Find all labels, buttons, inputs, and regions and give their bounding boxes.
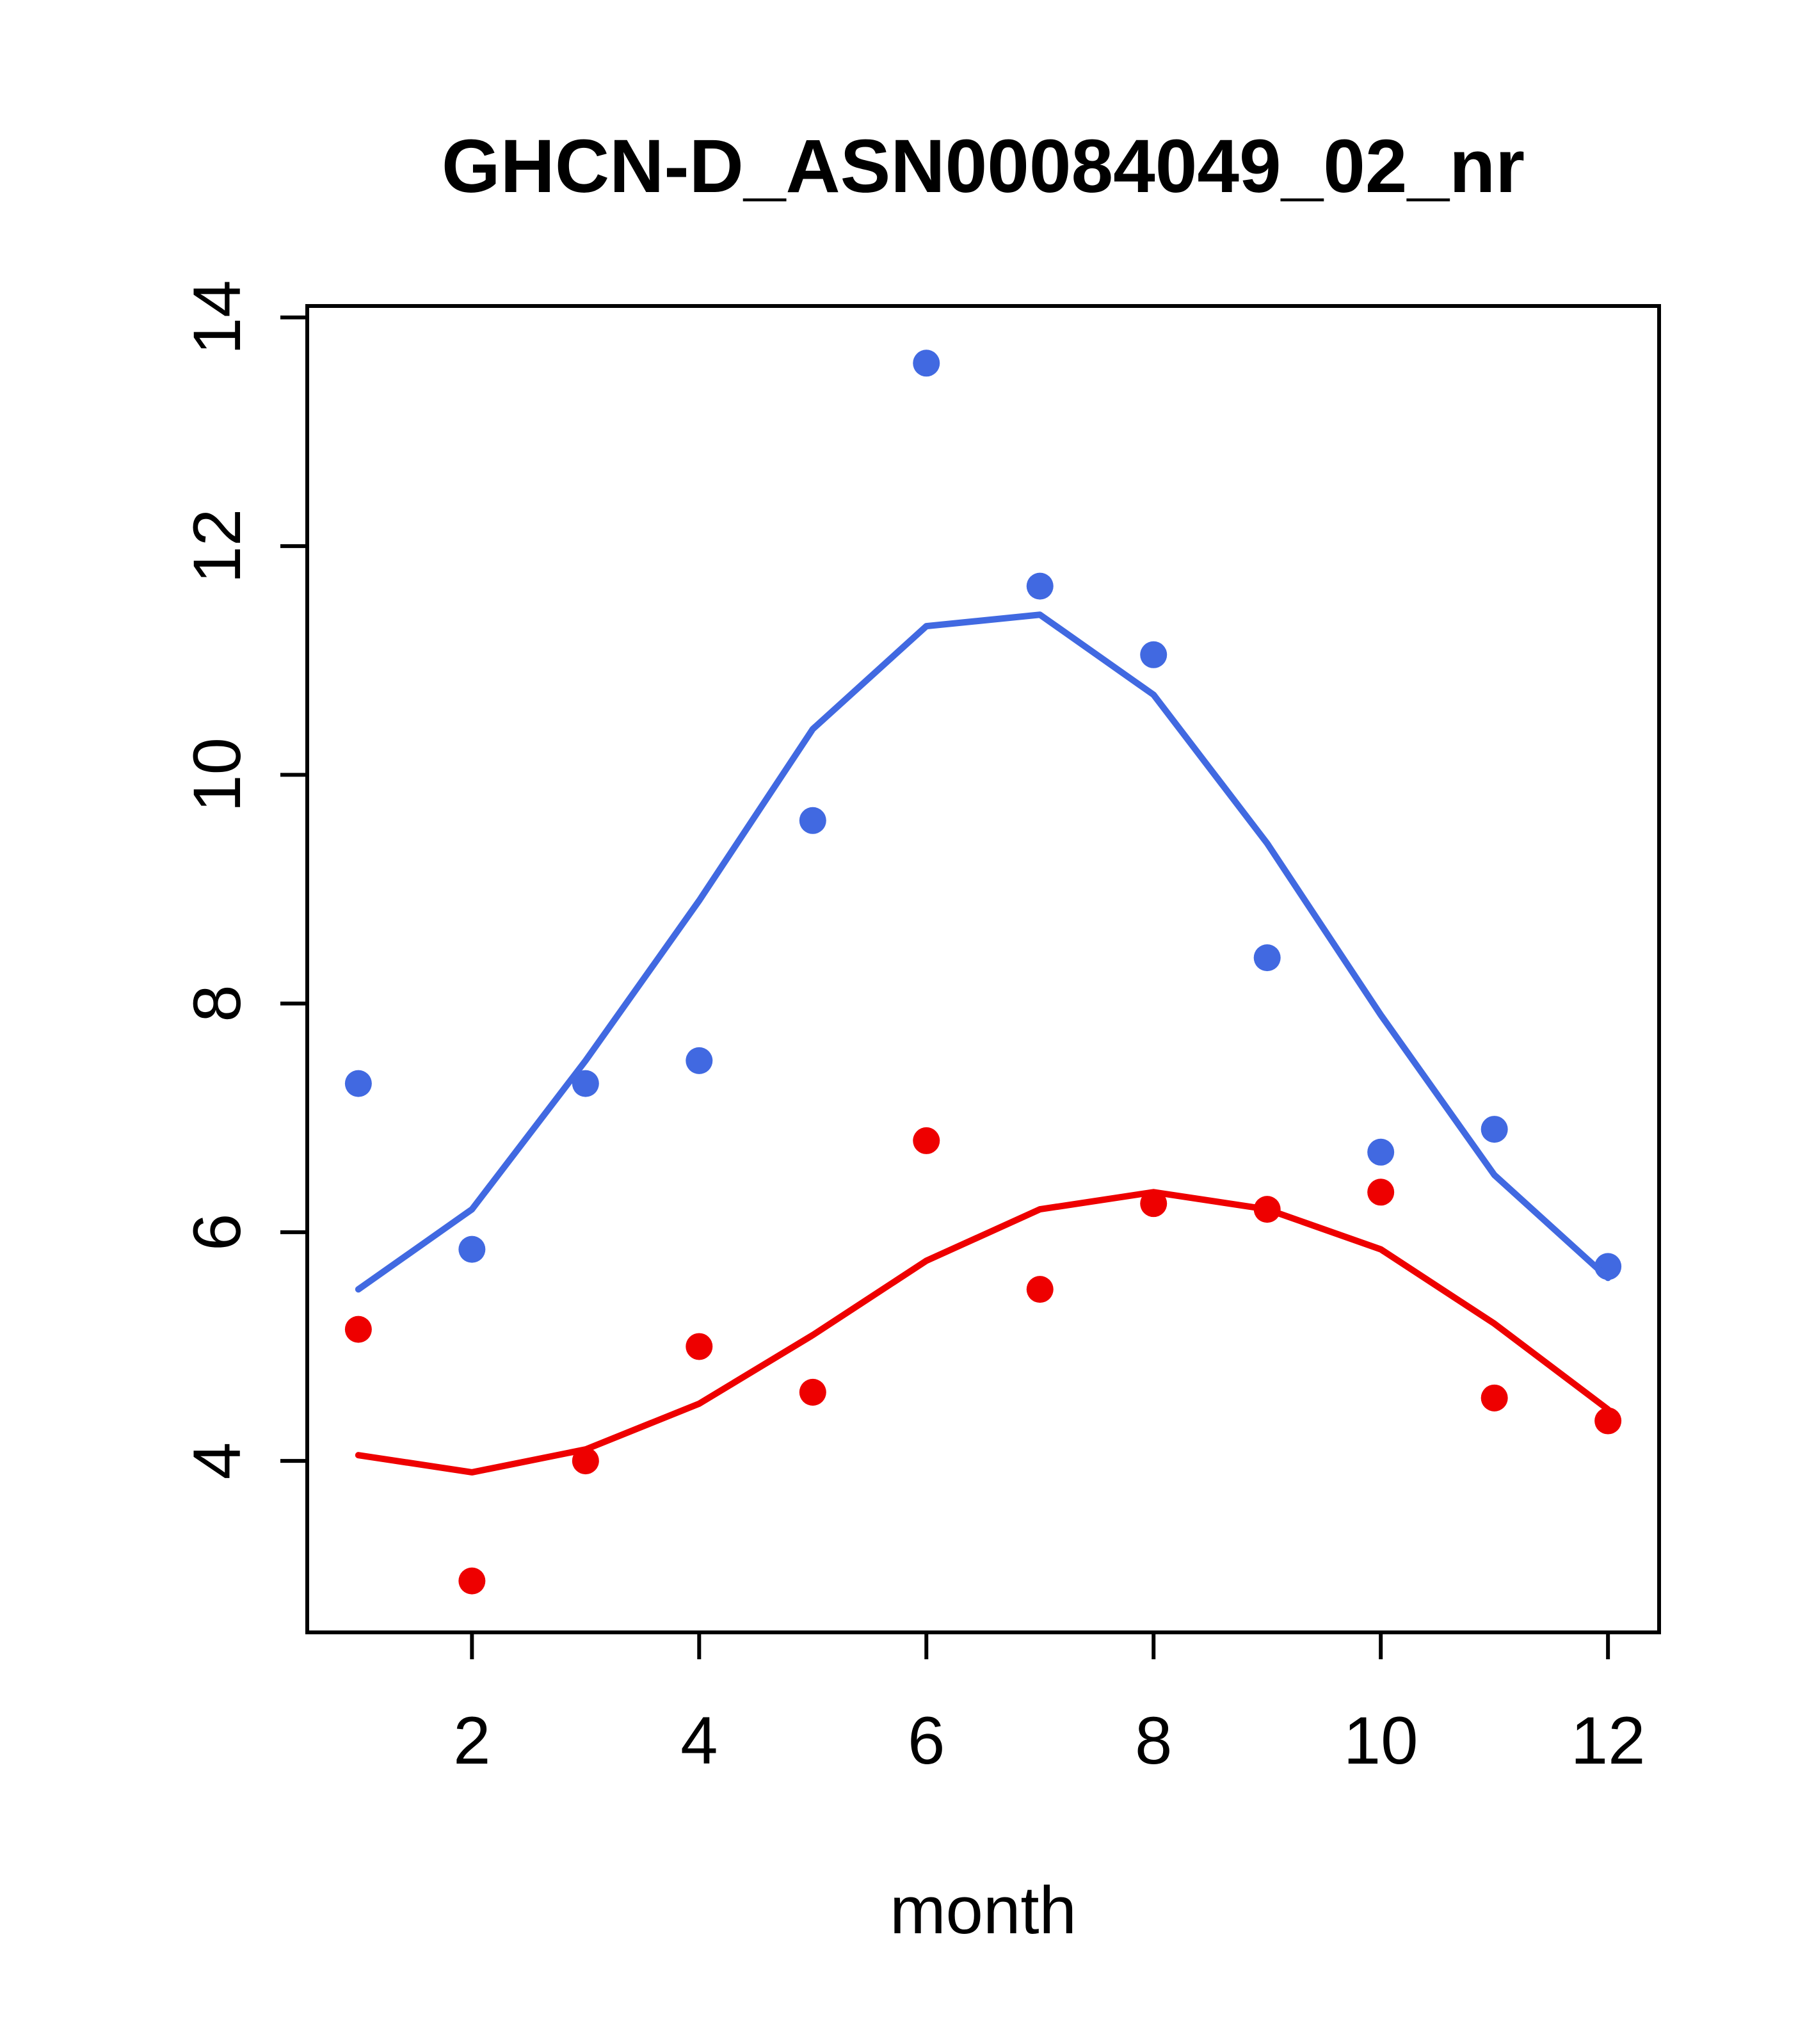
red-points-marker (1594, 1407, 1622, 1435)
red-points-marker (1481, 1384, 1508, 1412)
y-tick-label: 14 (180, 280, 255, 355)
blue-points-marker (458, 1235, 486, 1263)
red-points-marker (458, 1567, 486, 1595)
blue-points-marker (686, 1047, 713, 1074)
blue-points-marker (1367, 1138, 1395, 1166)
blue-points-marker (1253, 944, 1281, 972)
x-tick-label: 10 (1344, 1703, 1418, 1778)
red-points-marker (799, 1378, 826, 1406)
x-tick-label: 8 (1135, 1703, 1172, 1778)
red-points-marker (1026, 1276, 1054, 1303)
blue-points-marker (1140, 641, 1168, 668)
blue-points-marker (1026, 572, 1054, 600)
x-axis-label: month (890, 1873, 1077, 1948)
y-tick-label: 12 (180, 509, 255, 584)
y-tick-label: 10 (180, 737, 255, 812)
x-tick-label: 2 (453, 1703, 490, 1778)
x-tick-label: 4 (680, 1703, 718, 1778)
blue-points-marker (1481, 1116, 1508, 1143)
blue-points-marker (913, 350, 940, 377)
plot-box (305, 304, 1661, 1634)
red-points-marker (686, 1333, 713, 1360)
y-tick-label: 8 (180, 985, 255, 1022)
blue-points-marker (572, 1070, 599, 1097)
y-tick-label: 4 (180, 1442, 255, 1479)
red-points-marker (913, 1127, 940, 1154)
blue-smooth-line (355, 611, 1612, 1293)
red-points-marker (572, 1447, 599, 1475)
red-smooth-line (355, 1189, 1612, 1476)
x-tick-label: 12 (1571, 1703, 1646, 1778)
chart-title: GHCN-D_ASN00084049_02_nr (442, 124, 1525, 209)
blue-points-marker (344, 1070, 372, 1097)
red-points-marker (1367, 1179, 1395, 1206)
y-tick-label: 6 (180, 1214, 255, 1251)
x-tick-label: 6 (908, 1703, 945, 1778)
red-points-marker (344, 1316, 372, 1343)
blue-points-marker (799, 807, 826, 834)
red-points-marker (1140, 1190, 1168, 1218)
